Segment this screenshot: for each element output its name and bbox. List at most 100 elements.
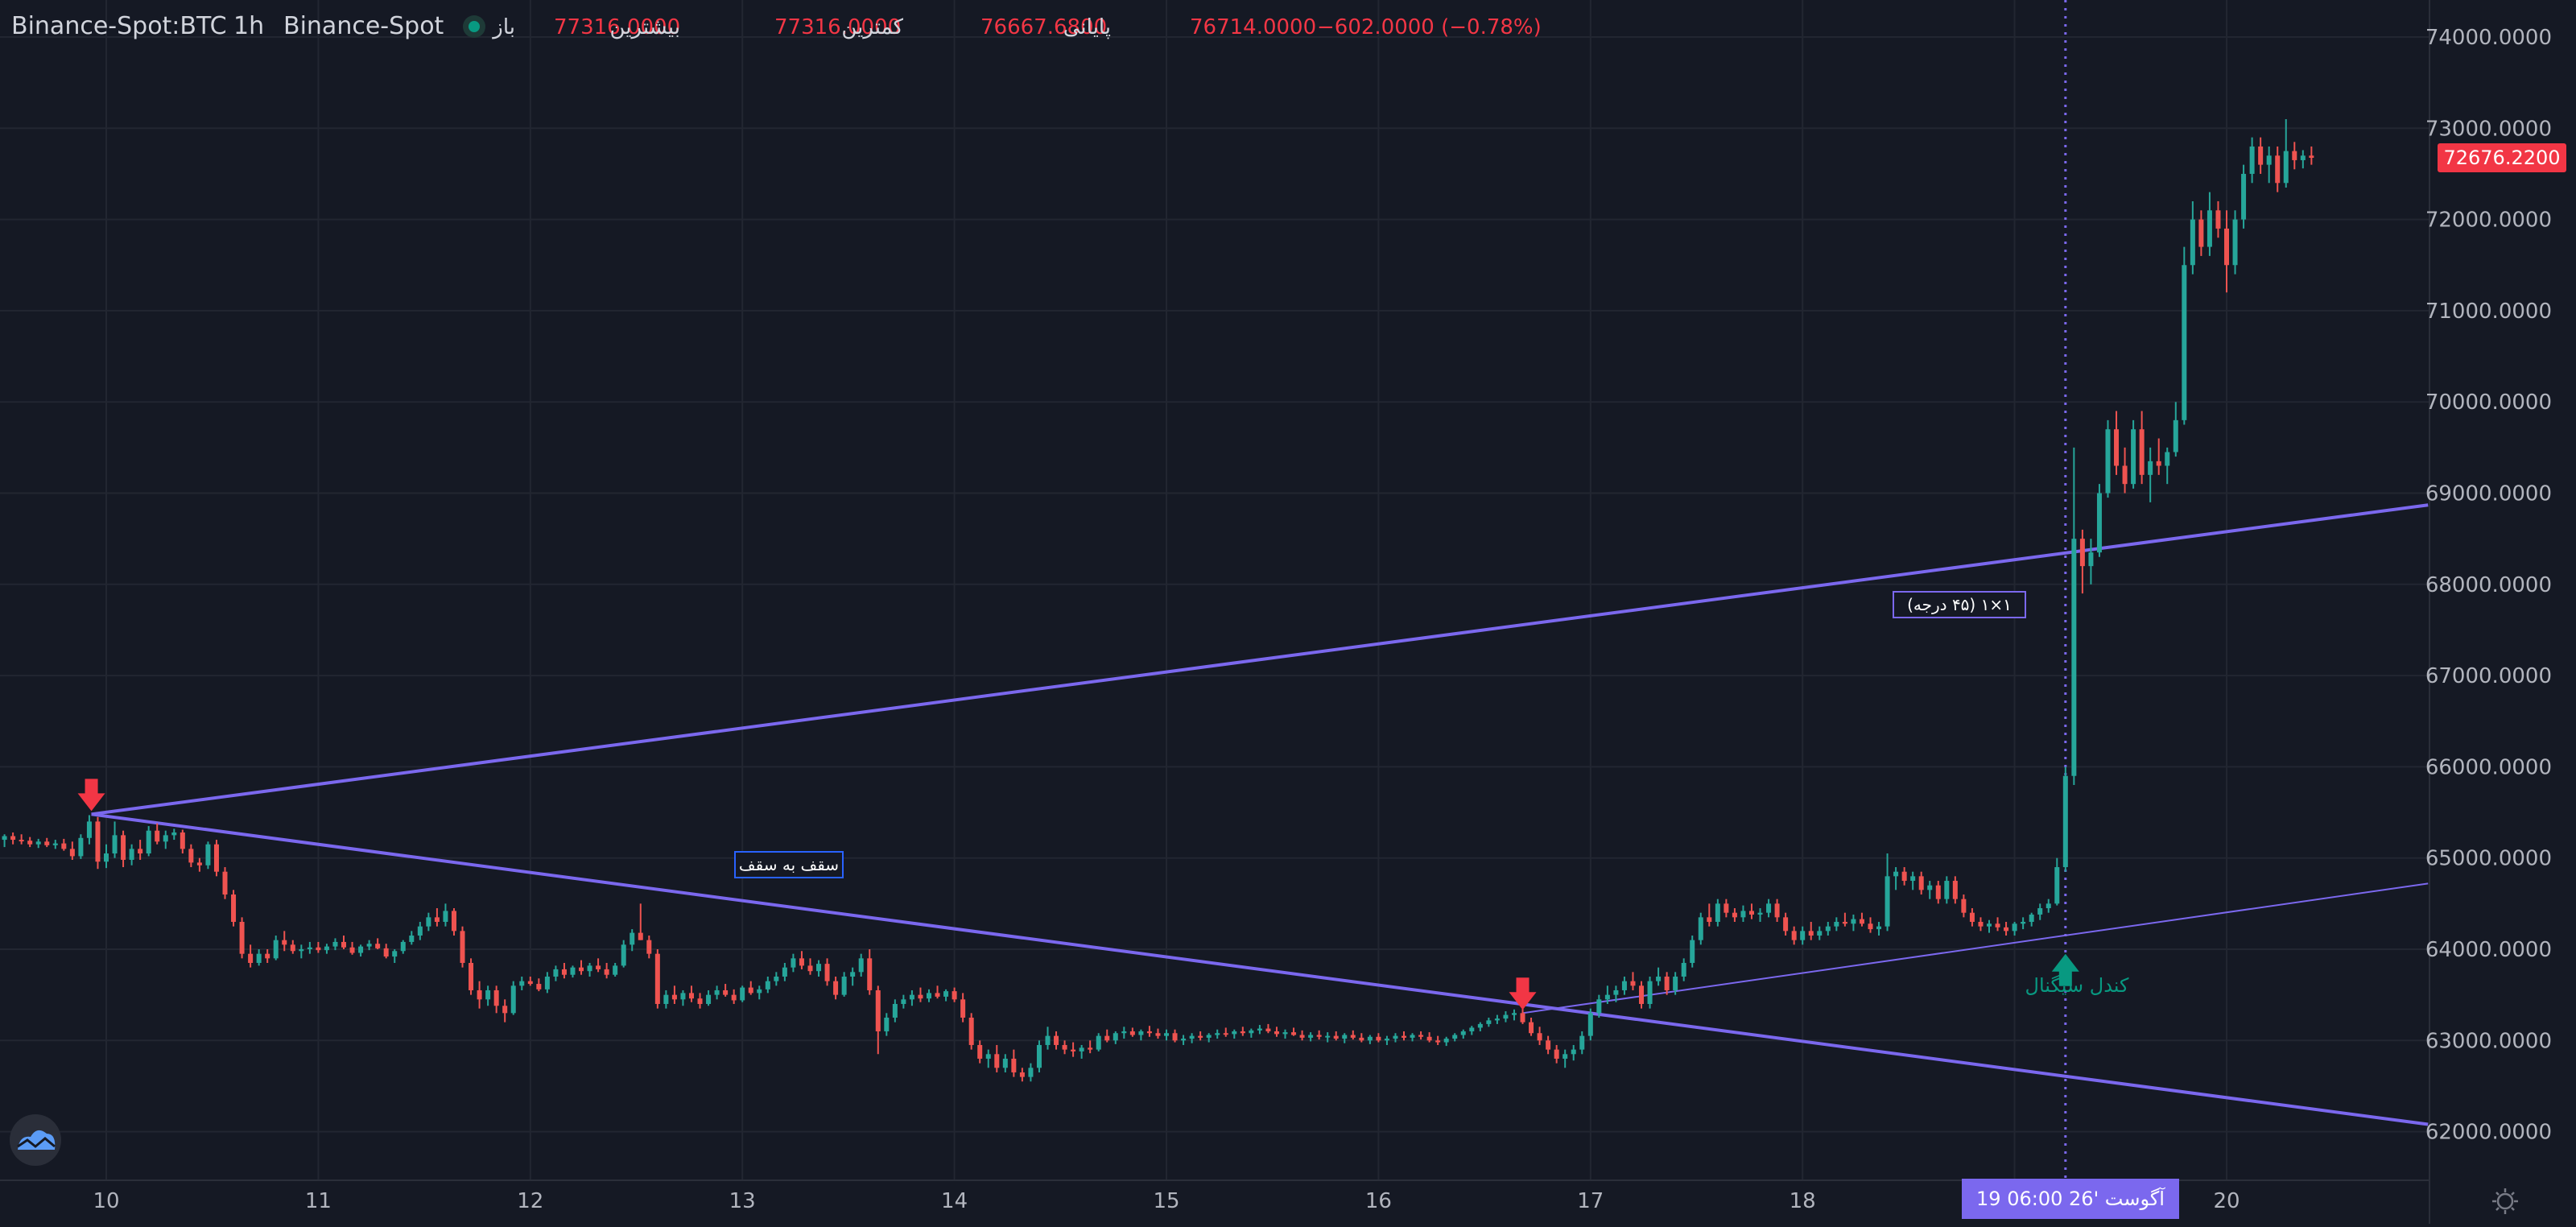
candle bbox=[1088, 1040, 1093, 1054]
candle bbox=[316, 941, 321, 953]
candle bbox=[469, 958, 474, 995]
candle bbox=[35, 838, 41, 849]
candle bbox=[1978, 917, 1984, 932]
settings-icon[interactable] bbox=[2492, 1188, 2518, 1214]
ceiling-label-box[interactable] bbox=[734, 851, 844, 878]
candle bbox=[273, 936, 279, 961]
candle bbox=[1325, 1032, 1331, 1043]
price-tick-label: 65000.0000 bbox=[2425, 847, 2552, 871]
price-axis[interactable]: 74000.0000 73000.0000 72000.0000 71000.0000… bbox=[2425, 26, 2552, 1145]
symbol-label[interactable]: Binance-Spot:BTC bbox=[11, 12, 227, 40]
candle bbox=[10, 832, 16, 845]
last-price-label: 72676.2200 bbox=[2443, 147, 2560, 169]
price-tick-label: 74000.0000 bbox=[2425, 26, 2552, 50]
candle bbox=[2046, 899, 2051, 913]
candle bbox=[1969, 908, 1975, 927]
candle bbox=[2275, 146, 2281, 192]
trend-line[interactable] bbox=[91, 503, 2429, 816]
candle bbox=[1740, 905, 1746, 923]
candle bbox=[1554, 1044, 1559, 1064]
candle bbox=[2004, 922, 2009, 936]
candle bbox=[299, 944, 304, 959]
trend-line[interactable] bbox=[1522, 882, 2429, 1014]
candle bbox=[2292, 142, 2297, 170]
candle bbox=[86, 815, 92, 845]
candle bbox=[188, 844, 194, 868]
candle bbox=[485, 985, 491, 1006]
ohlc-open-label: باز bbox=[491, 15, 515, 39]
candle bbox=[960, 993, 966, 1022]
ohlc-low-label: کمترین bbox=[841, 15, 903, 39]
time-tick-label: 13 bbox=[729, 1189, 756, 1213]
price-tick-label: 62000.0000 bbox=[2425, 1121, 2552, 1145]
candle bbox=[1868, 917, 1873, 933]
candle bbox=[460, 926, 465, 968]
candle bbox=[638, 903, 643, 940]
candle bbox=[375, 938, 381, 949]
candle bbox=[1146, 1026, 1152, 1037]
candle bbox=[2079, 529, 2085, 594]
candle bbox=[2207, 192, 2212, 256]
candle bbox=[1181, 1035, 1187, 1045]
candle bbox=[1393, 1033, 1398, 1043]
candle bbox=[400, 940, 406, 954]
candle bbox=[706, 989, 712, 1006]
candle bbox=[1732, 908, 1737, 923]
candle bbox=[1036, 1040, 1042, 1072]
candle bbox=[1698, 912, 1703, 945]
candle bbox=[2131, 419, 2136, 489]
candle bbox=[1613, 985, 1619, 1002]
candle bbox=[1011, 1049, 1017, 1077]
candle bbox=[2029, 912, 2034, 927]
time-axis[interactable]: 1011121314151617181920 bbox=[93, 1189, 2240, 1213]
exchange-label[interactable]: Binance-Spot bbox=[283, 12, 444, 40]
trend-lines[interactable] bbox=[91, 503, 2429, 1126]
candle bbox=[1546, 1035, 1551, 1055]
candle bbox=[561, 962, 567, 979]
candle bbox=[112, 821, 118, 858]
candle bbox=[1299, 1030, 1305, 1041]
price-tick-label: 67000.0000 bbox=[2425, 664, 2552, 688]
candle bbox=[426, 912, 431, 932]
candle bbox=[1724, 899, 1729, 918]
candle bbox=[1384, 1035, 1389, 1045]
candle bbox=[1045, 1027, 1051, 1050]
candle bbox=[493, 985, 499, 1014]
candle bbox=[613, 962, 618, 977]
candle bbox=[1621, 976, 1627, 995]
candle bbox=[1452, 1033, 1458, 1042]
time-tick-label: 18 bbox=[1790, 1189, 1816, 1213]
candle bbox=[358, 944, 364, 957]
candle bbox=[1825, 922, 1831, 936]
trend-line[interactable] bbox=[91, 812, 2429, 1126]
candle bbox=[2300, 150, 2306, 169]
candle bbox=[2173, 402, 2178, 457]
candle bbox=[867, 949, 873, 995]
ohlc-close-value: 76714.0000 bbox=[1190, 15, 1316, 39]
last-price-tag[interactable] bbox=[2438, 143, 2566, 172]
candle bbox=[2012, 922, 2017, 936]
time-tick-label: 15 bbox=[1153, 1189, 1179, 1213]
candle bbox=[265, 949, 270, 963]
candle bbox=[680, 989, 686, 1006]
interval-label[interactable]: 1h bbox=[233, 12, 264, 40]
candle bbox=[1274, 1027, 1279, 1037]
candle bbox=[765, 976, 770, 994]
candle bbox=[807, 958, 813, 975]
candle bbox=[824, 958, 830, 986]
candle bbox=[714, 985, 720, 1000]
candle bbox=[2165, 447, 2170, 485]
time-tick-label: 20 bbox=[2213, 1189, 2240, 1213]
candle bbox=[1952, 876, 1958, 904]
candle bbox=[138, 840, 143, 860]
candle bbox=[1842, 912, 1847, 927]
gann-label-box[interactable] bbox=[1893, 591, 2026, 618]
candle bbox=[1596, 994, 1602, 1018]
candle bbox=[451, 908, 456, 936]
candle bbox=[2309, 146, 2314, 165]
candle bbox=[1876, 922, 1882, 936]
candle bbox=[1563, 1049, 1568, 1068]
